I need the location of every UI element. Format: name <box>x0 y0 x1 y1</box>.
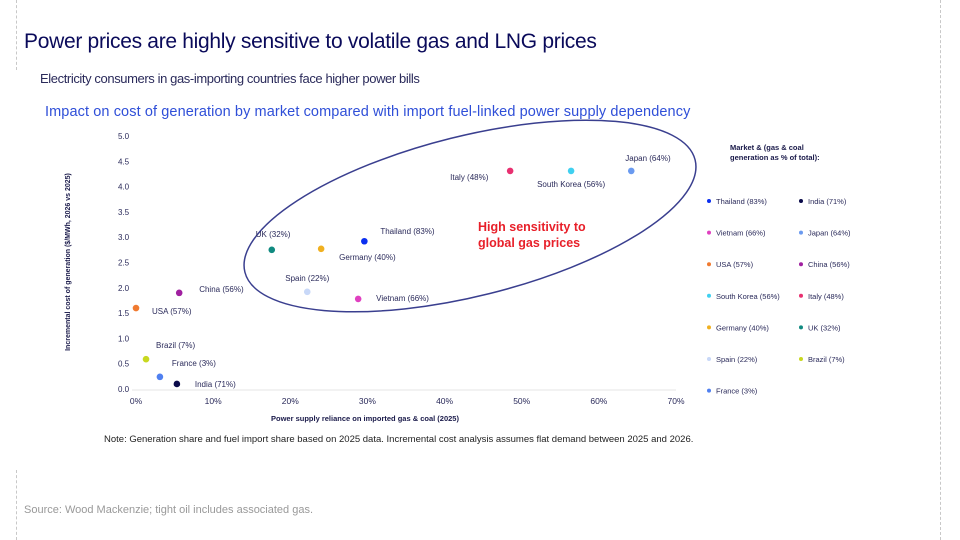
data-label: Spain (22%) <box>285 274 329 283</box>
legend-item: Japan (64%) <box>808 229 851 238</box>
data-label: Japan (64%) <box>625 154 671 163</box>
legend-marker <box>799 230 803 235</box>
x-tick-label: 0% <box>130 396 143 406</box>
data-label: USA (57%) <box>152 307 192 316</box>
legend-item: France (3%) <box>716 387 758 396</box>
legend-marker <box>707 325 711 330</box>
data-point <box>361 237 368 245</box>
y-tick-label: 1.0 <box>118 334 130 343</box>
y-tick-label: 4.0 <box>118 183 130 192</box>
legend-item: India (71%) <box>808 197 847 206</box>
data-point <box>303 288 311 296</box>
slide-subtitle: Electricity consumers in gas-importing c… <box>40 71 420 86</box>
x-tick-label: 40% <box>436 396 453 406</box>
data-label: South Korea (56%) <box>537 180 605 189</box>
legend-item: Italy (48%) <box>808 292 844 301</box>
data-label: France (3%) <box>172 359 216 368</box>
x-tick-label: 20% <box>282 396 299 406</box>
legend-item: UK (32%) <box>808 323 841 332</box>
data-label: Brazil (7%) <box>156 341 195 350</box>
data-label: China (56%) <box>199 285 244 294</box>
y-tick-label: 4.5 <box>118 157 130 166</box>
data-label: Thailand (83%) <box>380 227 435 236</box>
high-sensitivity-ellipse <box>243 119 697 313</box>
legend-item: Thailand (83%) <box>716 197 767 206</box>
y-axis-label: Incremental cost of generation ($/MWh, 2… <box>65 173 72 351</box>
data-point <box>317 245 325 253</box>
legend-marker <box>799 199 803 203</box>
annotation-text: High sensitivity to global gas prices <box>478 220 586 250</box>
y-tick-label: 3.0 <box>118 233 130 242</box>
legend-item: China (56%) <box>808 260 850 269</box>
legend-title: Market & (gas & coal generation as % of t… <box>730 143 820 162</box>
y-tick-label: 2.5 <box>118 259 130 268</box>
y-tick-label: 2.0 <box>118 284 130 293</box>
source-text: Source: Wood Mackenzie; tight oil includ… <box>24 504 314 516</box>
data-label: Germany (40%) <box>339 253 396 262</box>
chart-note: Note: Generation share and fuel import s… <box>104 434 694 445</box>
legend-marker <box>799 325 803 330</box>
y-tick-label: 0.0 <box>118 385 130 394</box>
legend-item: Brazil (7%) <box>808 355 845 364</box>
legend-item: Spain (22%) <box>716 355 758 364</box>
legend-marker <box>707 262 711 267</box>
legend-item: Vietnam (66%) <box>716 229 766 238</box>
x-tick-label: 10% <box>205 396 222 406</box>
legend-marker <box>707 293 711 298</box>
data-point <box>567 167 575 175</box>
data-point <box>268 246 276 254</box>
x-tick-label: 60% <box>590 396 607 406</box>
legend-marker <box>799 262 803 267</box>
y-tick-label: 0.5 <box>118 360 130 369</box>
slide-guide-left-bottom <box>16 470 17 540</box>
y-tick-label: 1.5 <box>118 309 130 318</box>
data-point <box>627 167 635 175</box>
legend-item: USA (57%) <box>716 260 754 269</box>
data-label: UK (32%) <box>256 230 291 239</box>
legend-item: South Korea (56%) <box>716 292 780 301</box>
x-tick-label: 30% <box>359 396 376 406</box>
data-point <box>175 289 183 297</box>
legend-item: Germany (40%) <box>716 323 769 332</box>
legend-marker <box>799 357 803 361</box>
legend-marker <box>707 230 711 235</box>
slide-guide-right <box>940 0 941 540</box>
x-tick-label: 70% <box>667 396 684 406</box>
slide-title: Power prices are highly sensitive to vol… <box>24 30 597 53</box>
data-point <box>173 380 181 388</box>
slide-guide-left <box>16 0 17 70</box>
data-point <box>506 167 514 175</box>
x-axis-label: Power supply reliance on imported gas & … <box>271 414 459 423</box>
legend-marker <box>707 357 711 361</box>
data-label: Vietnam (66%) <box>376 294 429 303</box>
chart-title: Impact on cost of generation by market c… <box>45 104 691 120</box>
data-label: India (71%) <box>195 380 236 389</box>
y-tick-label: 3.5 <box>118 208 130 217</box>
x-tick-label: 50% <box>513 396 530 406</box>
data-point <box>132 304 140 312</box>
legend-marker <box>707 199 711 203</box>
legend-marker <box>799 293 803 298</box>
data-point <box>156 373 164 381</box>
data-point <box>142 355 150 363</box>
data-label: Italy (48%) <box>450 173 489 182</box>
y-tick-label: 5.0 <box>118 132 130 141</box>
legend-marker <box>707 388 711 393</box>
data-point <box>354 295 362 303</box>
